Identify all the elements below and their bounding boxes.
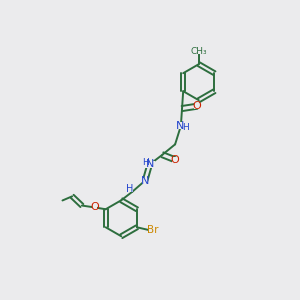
Text: H: H [182, 123, 188, 132]
Text: N: N [176, 121, 184, 131]
Text: H: H [126, 184, 134, 194]
Text: N: N [146, 159, 154, 170]
Text: O: O [171, 155, 179, 165]
FancyBboxPatch shape [127, 187, 133, 192]
FancyBboxPatch shape [193, 48, 205, 54]
FancyBboxPatch shape [145, 161, 155, 168]
Text: O: O [193, 101, 201, 111]
FancyBboxPatch shape [172, 157, 178, 163]
Text: N: N [141, 176, 149, 186]
FancyBboxPatch shape [148, 227, 157, 233]
FancyBboxPatch shape [194, 103, 200, 109]
FancyBboxPatch shape [142, 178, 148, 184]
FancyBboxPatch shape [176, 122, 186, 129]
Text: H: H [142, 158, 149, 166]
Text: Br: Br [147, 225, 158, 235]
FancyBboxPatch shape [92, 205, 98, 210]
Text: O: O [90, 202, 99, 212]
Text: CH₃: CH₃ [190, 47, 207, 56]
